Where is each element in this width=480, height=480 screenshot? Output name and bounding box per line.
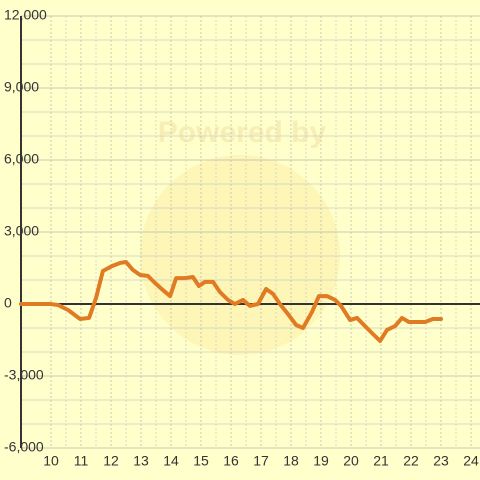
y-tick-label: -3,000 bbox=[4, 367, 44, 383]
x-tick-label: 10 bbox=[43, 453, 59, 469]
y-tick-label: 6,000 bbox=[4, 151, 39, 167]
x-tick-label: 14 bbox=[163, 453, 179, 469]
x-tick-label: 13 bbox=[133, 453, 149, 469]
x-tick-label: 21 bbox=[373, 453, 389, 469]
y-tick-label: 9,000 bbox=[4, 79, 39, 95]
x-tick-label: 16 bbox=[223, 453, 239, 469]
x-tick-label: 12 bbox=[103, 453, 119, 469]
x-tick-label: 22 bbox=[403, 453, 419, 469]
x-tick-label: 24 bbox=[463, 453, 479, 469]
x-tick-label: 20 bbox=[343, 453, 359, 469]
y-tick-label: 12,000 bbox=[4, 7, 47, 23]
x-tick-label: 19 bbox=[313, 453, 329, 469]
x-tick-label: 18 bbox=[283, 453, 299, 469]
x-tick-label: 11 bbox=[74, 453, 89, 469]
x-tick-label: 23 bbox=[433, 453, 449, 469]
x-tick-label: 15 bbox=[193, 453, 209, 469]
x-tick-label: 17 bbox=[253, 453, 269, 469]
y-tick-label: 0 bbox=[4, 295, 12, 311]
data-line bbox=[19, 260, 443, 343]
watermark: Powered by bbox=[158, 116, 327, 149]
y-tick-label: 3,000 bbox=[4, 223, 39, 239]
watermark-logo bbox=[140, 155, 340, 355]
y-tick-label: -6,000 bbox=[4, 439, 44, 455]
